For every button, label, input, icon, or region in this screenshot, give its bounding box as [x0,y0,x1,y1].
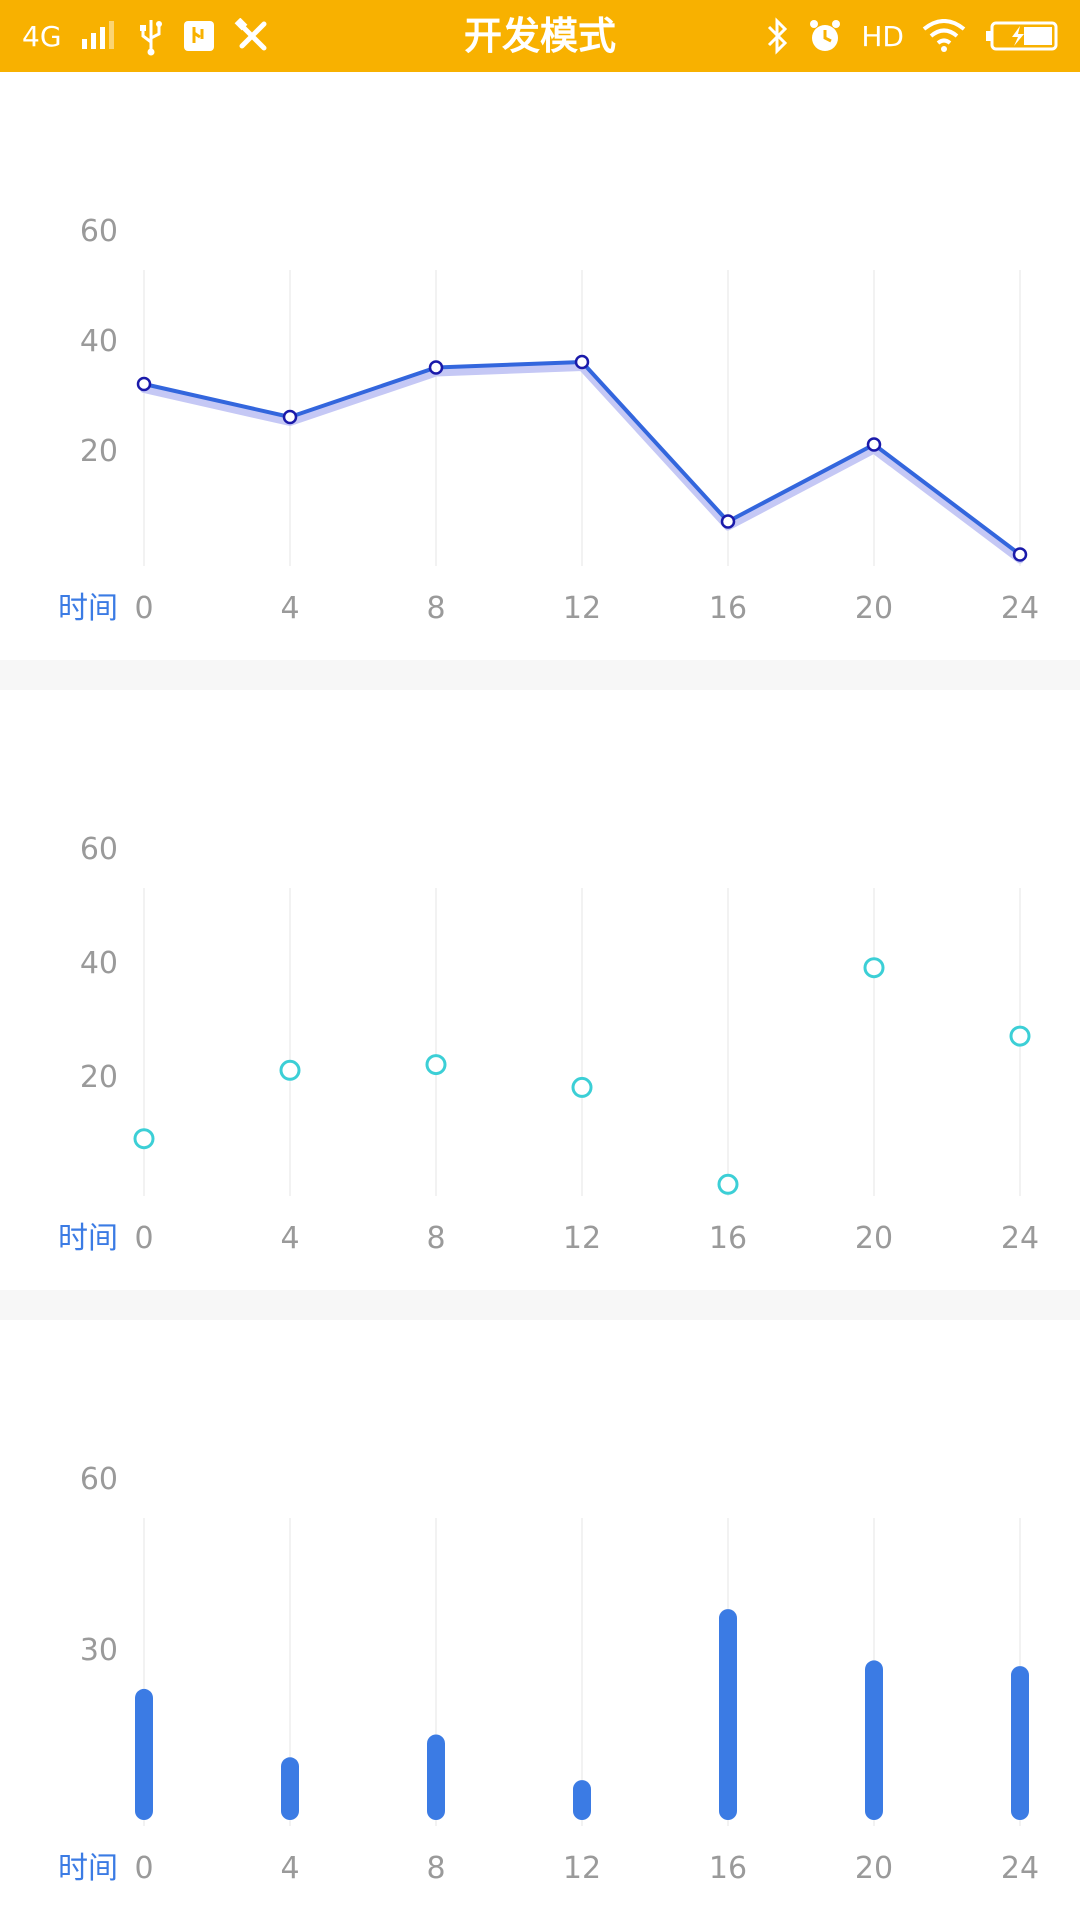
x-tick-label: 20 [855,1851,893,1886]
y-tick-label: 40 [80,324,118,359]
hd-indicator: HD [861,19,904,53]
x-tick-label: 12 [563,1851,601,1886]
line-chart-card: 20 40 60 0 4 8 12 16 20 24 时间 [0,72,1080,660]
bar [1011,1666,1029,1820]
tools-icon [234,18,270,54]
bar [281,1757,299,1820]
status-bar-left: 4G [22,0,270,72]
x-tick-label: 8 [426,1851,445,1886]
x-tick-label: 0 [134,591,153,626]
x-tick-label: 8 [426,591,445,626]
x-tick-label: 4 [280,1221,299,1256]
x-tick-label: 20 [855,1221,893,1256]
x-tick-label: 24 [1001,1221,1039,1256]
bar [573,1780,591,1820]
x-tick-label: 24 [1001,591,1039,626]
scatter-point [863,957,885,979]
y-tick-label: 20 [80,1060,118,1095]
bar-chart: 30 60 0 4 8 12 16 20 24 时间 [58,1462,1039,1886]
chart-separator [0,1290,1080,1320]
bar [427,1734,445,1820]
data-point [428,360,444,375]
x-tick-label: 4 [280,1851,299,1886]
y-tick-label: 60 [80,832,118,867]
status-bar-right: HD [765,0,1060,72]
y-tick-label: 40 [80,946,118,981]
scatter-chart-card: 20 40 60 0 4 8 12 16 20 24 时间 [0,690,1080,1290]
bar [865,1660,883,1820]
x-axis-title: 时间 [58,1221,118,1256]
data-point [574,354,590,370]
wifi-icon [922,19,966,53]
line-chart: 20 40 60 0 4 8 12 16 20 24 时间 [58,214,1039,626]
page-title: 开发模式 [463,14,616,58]
data-point [720,514,736,529]
x-tick-label: 0 [134,1221,153,1256]
x-axis-title: 时间 [58,591,118,626]
scatter-point [425,1054,447,1076]
x-tick-label: 12 [563,591,601,626]
scatter-point [571,1076,593,1098]
bar-chart-card: 30 60 0 4 8 12 16 20 24 时间 [0,1320,1080,1920]
x-tick-label: 0 [134,1851,153,1886]
data-point [1012,547,1028,562]
signal-icon [80,21,120,51]
scatter-chart: 20 40 60 0 4 8 12 16 20 24 时间 [58,832,1039,1256]
status-bar: 4G [0,0,1080,72]
x-tick-label: 12 [563,1221,601,1256]
bar [135,1688,153,1820]
data-point [136,376,152,392]
y-tick-label: 30 [80,1633,118,1668]
x-axis-title: 时间 [58,1851,118,1886]
y-tick-label: 60 [80,1462,118,1497]
scatter-point [133,1128,155,1150]
y-tick-label: 60 [80,214,118,249]
x-tick-label: 16 [709,1851,747,1886]
chart-separator [0,660,1080,690]
x-tick-label: 8 [426,1221,445,1256]
data-point [282,409,298,425]
bluetooth-icon [765,17,789,55]
x-tick-label: 4 [280,591,299,626]
network-type: 4G [22,19,62,53]
scatter-point [1009,1025,1031,1047]
x-tick-label: 16 [709,591,747,626]
x-tick-label: 20 [855,591,893,626]
data-point [866,437,882,452]
scatter-point [717,1173,739,1195]
x-tick-label: 24 [1001,1851,1039,1886]
usb-icon [138,16,164,56]
battery-charging-icon [984,20,1060,52]
scatter-point [279,1059,301,1081]
alarm-icon [807,18,843,54]
bar [719,1609,737,1820]
x-tick-label: 16 [709,1221,747,1256]
usb-debug-icon [182,19,216,53]
y-tick-label: 20 [80,434,118,469]
